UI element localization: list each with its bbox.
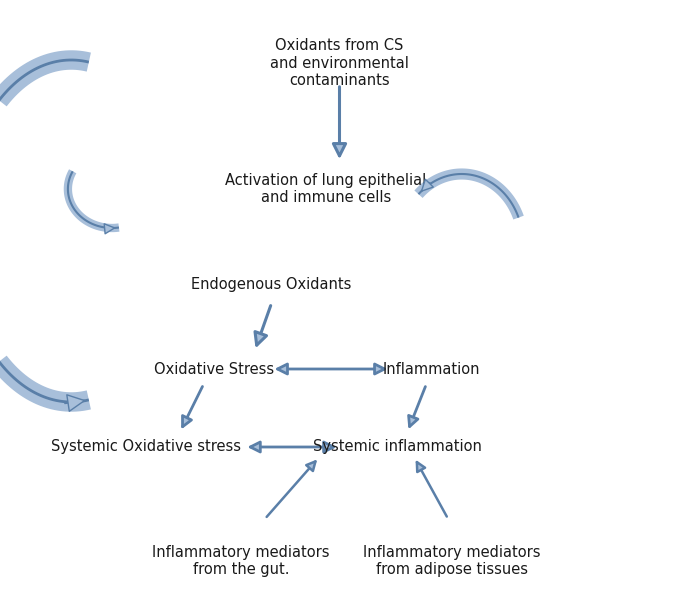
Text: Oxidative Stress: Oxidative Stress xyxy=(154,361,274,377)
Text: Inflammation: Inflammation xyxy=(382,361,480,377)
Text: Inflammatory mediators
from adipose tissues: Inflammatory mediators from adipose tiss… xyxy=(363,545,540,577)
Text: Systemic inflammation: Systemic inflammation xyxy=(313,439,481,455)
Text: Inflammatory mediators
from the gut.: Inflammatory mediators from the gut. xyxy=(152,545,330,577)
Text: Endogenous Oxidants: Endogenous Oxidants xyxy=(191,277,352,292)
Text: Oxidants from CS
and environmental
contaminants: Oxidants from CS and environmental conta… xyxy=(270,38,409,88)
Text: Systemic Oxidative stress: Systemic Oxidative stress xyxy=(51,439,241,455)
Text: Activation of lung epithelial
and immune cells: Activation of lung epithelial and immune… xyxy=(225,173,426,205)
